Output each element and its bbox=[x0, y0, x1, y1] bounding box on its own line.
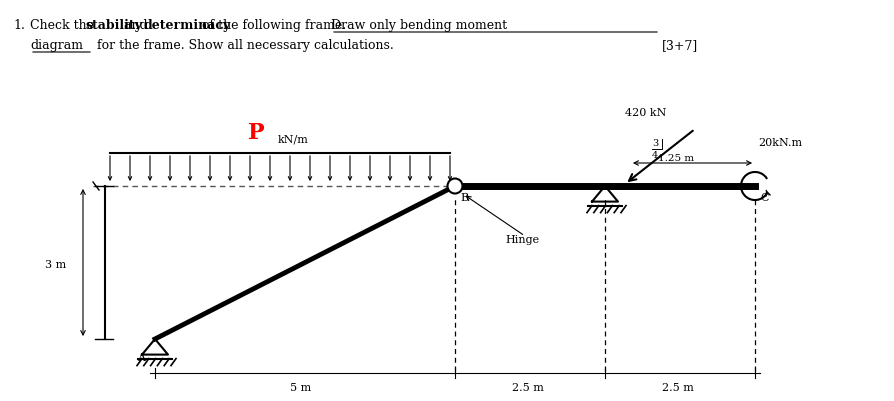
Text: C: C bbox=[760, 193, 769, 203]
Text: 2.5 m: 2.5 m bbox=[662, 383, 694, 393]
Text: stability: stability bbox=[85, 19, 142, 32]
Text: P: P bbox=[248, 122, 265, 144]
Text: 4: 4 bbox=[652, 151, 658, 160]
Text: B: B bbox=[460, 193, 468, 203]
Text: 420 kN: 420 kN bbox=[625, 108, 666, 118]
Text: 20kN.m: 20kN.m bbox=[758, 138, 802, 148]
Text: A: A bbox=[137, 353, 145, 363]
Text: 1.25 m: 1.25 m bbox=[658, 154, 694, 163]
Text: for the frame. Show all necessary calculations.: for the frame. Show all necessary calcul… bbox=[93, 39, 393, 52]
Text: 5 m: 5 m bbox=[290, 383, 311, 393]
Text: 2.5 m: 2.5 m bbox=[512, 383, 544, 393]
Text: determinacy: determinacy bbox=[143, 19, 231, 32]
Text: Hinge: Hinge bbox=[505, 235, 539, 245]
Text: [3+7]: [3+7] bbox=[662, 39, 698, 52]
Text: 3 m: 3 m bbox=[45, 259, 66, 269]
Circle shape bbox=[448, 178, 462, 194]
Text: 1.: 1. bbox=[13, 19, 25, 32]
Text: 3: 3 bbox=[652, 139, 658, 148]
Text: Draw only bending moment: Draw only bending moment bbox=[331, 19, 507, 32]
Text: Check the: Check the bbox=[30, 19, 98, 32]
Text: of the following frame.: of the following frame. bbox=[198, 19, 350, 32]
Text: diagram: diagram bbox=[30, 39, 83, 52]
Text: kN/m: kN/m bbox=[278, 135, 308, 145]
Text: and: and bbox=[120, 19, 152, 32]
